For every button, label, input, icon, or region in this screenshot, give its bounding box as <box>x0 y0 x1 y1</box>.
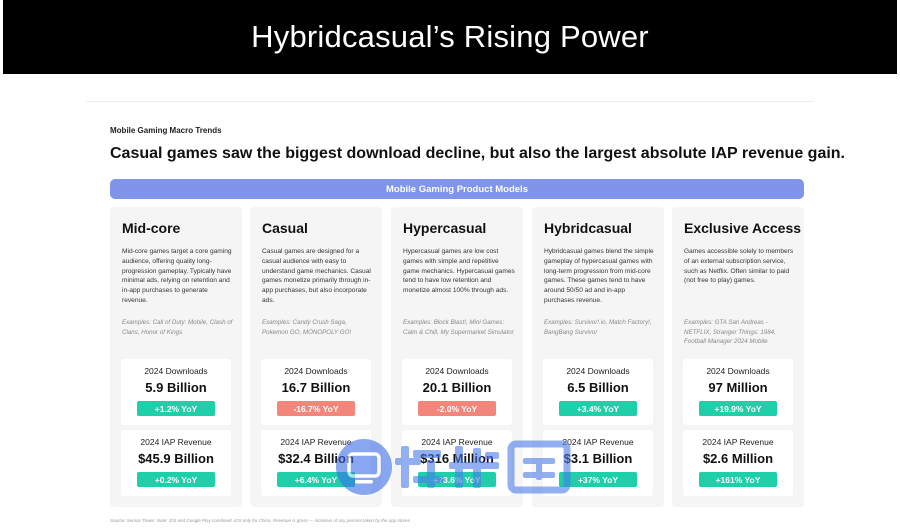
downloads-box: 2024 Downloads 6.5 Billion +3.4% YoY <box>543 359 653 425</box>
downloads-yoy-badge: +3.4% YoY <box>559 401 637 416</box>
revenue-label: 2024 IAP Revenue <box>421 437 493 447</box>
card-examples: Examples: Candy Crush Saga, Pokemon GO, … <box>262 319 352 336</box>
revenue-yoy-badge: +161% YoY <box>699 472 777 487</box>
card-description: Hybridcasual games blend the simple game… <box>544 248 654 304</box>
card-hybridcasual: Hybridcasual Hybridcasual games blend th… <box>532 207 664 507</box>
title-bar: Hybridcasual’s Rising Power <box>3 0 897 74</box>
revenue-box: 2024 IAP Revenue $45.9 Billion +0.2% YoY <box>121 430 231 496</box>
card-hypercasual: Hypercasual Hypercasual games are low co… <box>391 207 523 507</box>
downloads-label: 2024 Downloads <box>284 366 348 376</box>
revenue-value: $45.9 Billion <box>138 451 214 466</box>
revenue-yoy-badge: +0.2% YoY <box>137 472 215 487</box>
downloads-value: 6.5 Billion <box>567 380 629 395</box>
downloads-box: 2024 Downloads 5.9 Billion +1.2% YoY <box>121 359 231 425</box>
card-examples: Examples: Call of Duty: Mobile, Clash of… <box>122 319 233 336</box>
downloads-label: 2024 Downloads <box>144 366 208 376</box>
slide-title: Hybridcasual’s Rising Power <box>251 19 649 54</box>
downloads-label: 2024 Downloads <box>425 366 489 376</box>
card-description: Casual games are designed for a casual a… <box>262 248 371 304</box>
card-description: Mid-core games target a core gaming audi… <box>122 248 232 304</box>
card-title: Mid-core <box>122 220 181 236</box>
card-mid-core: Mid-core Mid-core games target a core ga… <box>110 207 242 507</box>
card-description: Hypercasual games are low cost games wit… <box>403 248 515 295</box>
downloads-yoy-badge: -16.7% YoY <box>277 401 355 416</box>
models-bar-label: Mobile Gaming Product Models <box>386 183 528 195</box>
downloads-value: 16.7 Billion <box>281 380 351 395</box>
card-examples: Examples: GTA San Andreas - NETFLIX, Str… <box>684 319 776 345</box>
card-description: Games accessible solely to members of an… <box>684 248 794 285</box>
section-label: Mobile Gaming Macro Trends <box>110 126 222 135</box>
downloads-label: 2024 Downloads <box>566 366 630 376</box>
revenue-label: 2024 IAP Revenue <box>562 437 634 447</box>
revenue-box: 2024 IAP Revenue $2.6 Million +161% YoY <box>683 430 793 496</box>
revenue-value: $3.1 Billion <box>563 451 633 466</box>
card-title: Exclusive Access <box>684 220 802 236</box>
revenue-box: 2024 IAP Revenue $316 Million +73.6% YoY <box>402 430 512 496</box>
card-exclusive-access: Exclusive Access Games accessible solely… <box>672 207 804 507</box>
revenue-value: $316 Million <box>420 451 494 466</box>
card-examples: Examples: Survivor!.io, Match Factory!, … <box>544 319 652 336</box>
card-title: Hypercasual <box>403 220 487 236</box>
downloads-value: 5.9 Billion <box>145 380 207 395</box>
downloads-label: 2024 Downloads <box>706 366 770 376</box>
card-title: Hybridcasual <box>544 220 632 236</box>
downloads-value: 20.1 Billion <box>422 380 492 395</box>
revenue-yoy-badge: +37% YoY <box>559 472 637 487</box>
revenue-label: 2024 IAP Revenue <box>280 437 352 447</box>
revenue-box: 2024 IAP Revenue $3.1 Billion +37% YoY <box>543 430 653 496</box>
downloads-yoy-badge: +1.2% YoY <box>137 401 215 416</box>
downloads-yoy-badge: +19.9% YoY <box>699 401 777 416</box>
revenue-box: 2024 IAP Revenue $32.4 Billion +6.4% YoY <box>261 430 371 496</box>
downloads-yoy-badge: -2.0% YoY <box>418 401 496 416</box>
downloads-box: 2024 Downloads 20.1 Billion -2.0% YoY <box>402 359 512 425</box>
card-examples: Examples: Block Blast!, Mini Games: Calm… <box>403 319 514 336</box>
revenue-value: $2.6 Million <box>702 451 774 466</box>
revenue-yoy-badge: +6.4% YoY <box>277 472 355 487</box>
card-title: Casual <box>262 220 308 236</box>
revenue-value: $32.4 Billion <box>278 451 354 466</box>
source-note: Source: Sensor Tower. Note: iOS and Goog… <box>110 518 412 523</box>
divider <box>86 101 814 102</box>
downloads-box: 2024 Downloads 16.7 Billion -16.7% YoY <box>261 359 371 425</box>
revenue-label: 2024 IAP Revenue <box>140 437 212 447</box>
downloads-value: 97 Million <box>708 380 768 395</box>
models-bar: Mobile Gaming Product Models <box>110 179 804 199</box>
card-casual: Casual Casual games are designed for a c… <box>250 207 382 507</box>
revenue-yoy-badge: +73.6% YoY <box>418 472 496 487</box>
headline: Casual games saw the biggest download de… <box>110 145 845 162</box>
downloads-box: 2024 Downloads 97 Million +19.9% YoY <box>683 359 793 425</box>
revenue-label: 2024 IAP Revenue <box>702 437 774 447</box>
